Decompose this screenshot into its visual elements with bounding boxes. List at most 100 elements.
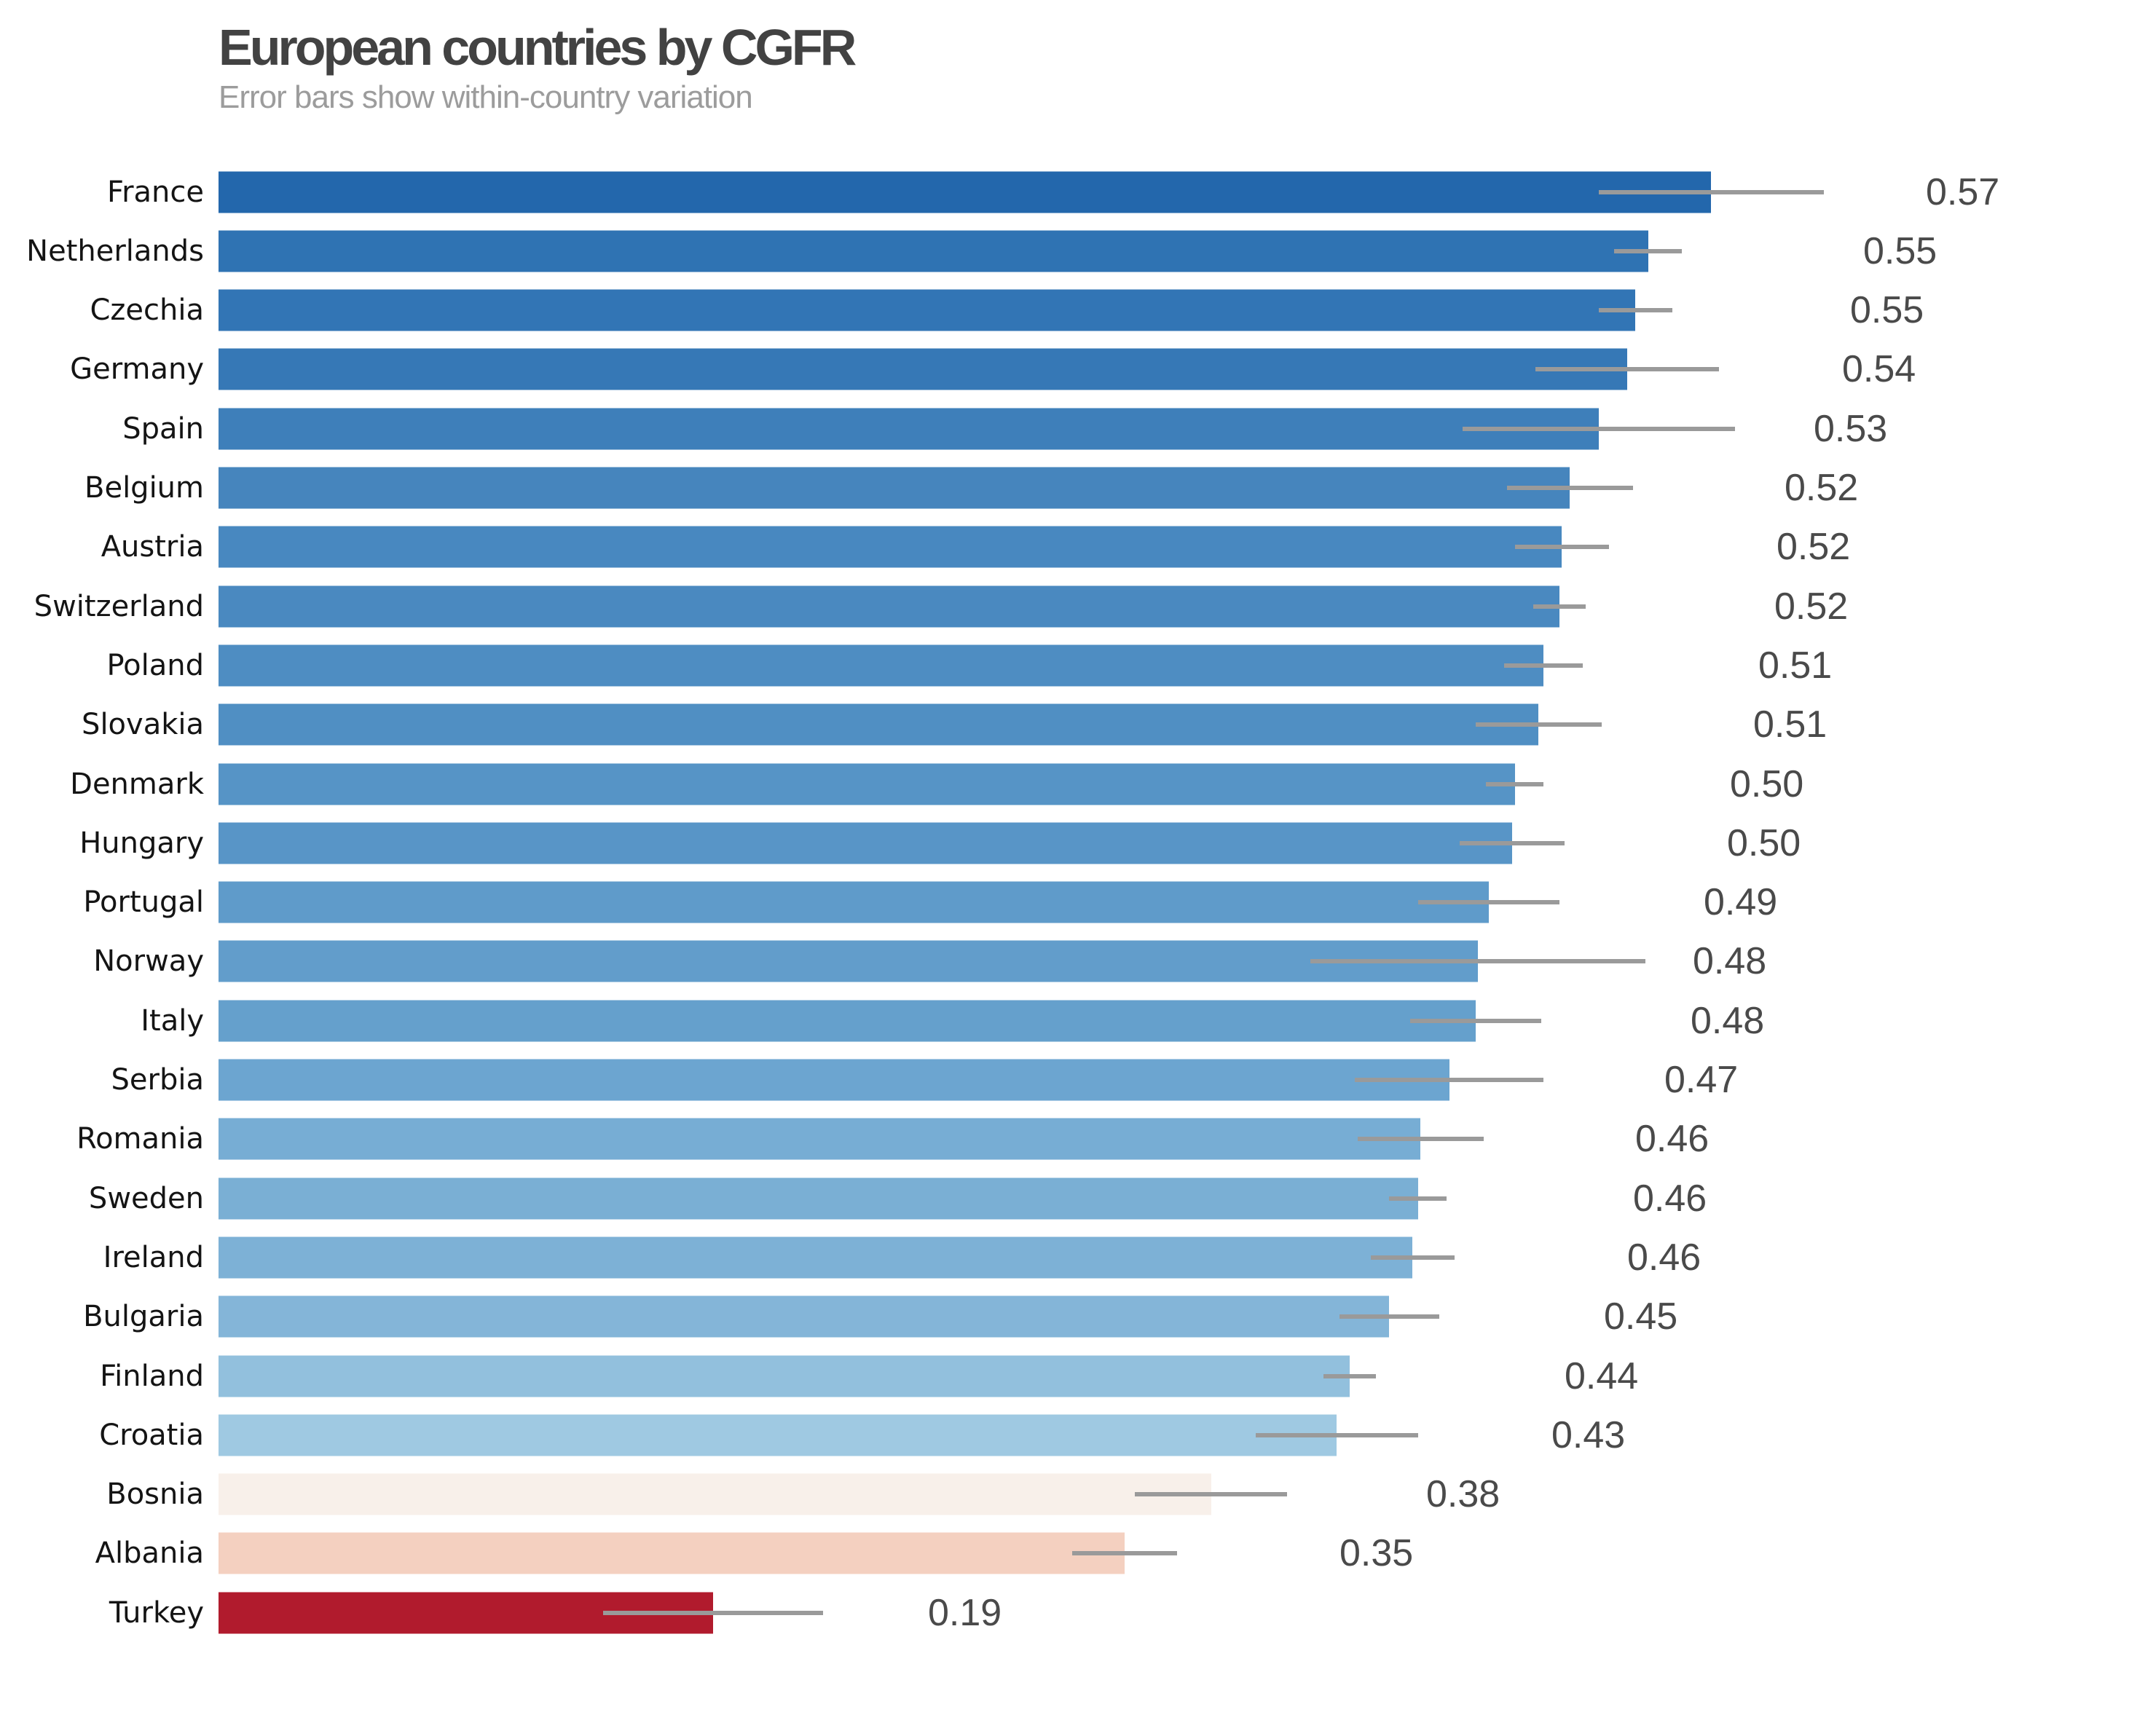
- value-label: 0.57: [1926, 170, 2000, 213]
- value-label: 0.46: [1635, 1118, 1710, 1161]
- value-label: 0.35: [1339, 1532, 1414, 1575]
- value-label: 0.52: [1785, 467, 1859, 509]
- error-bar: [1371, 1255, 1455, 1260]
- error-bar: [1072, 1551, 1177, 1556]
- value-label: 0.52: [1774, 585, 1849, 628]
- error-bar: [1310, 959, 1645, 964]
- bar-spain: [219, 408, 1599, 450]
- error-bar: [1533, 604, 1586, 609]
- bar-albania: [219, 1532, 1125, 1574]
- country-tick-label-turkey: Turkey: [109, 1595, 204, 1630]
- bar-italy: [219, 1000, 1476, 1042]
- error-bar: [1614, 248, 1682, 253]
- bar-hungary: [219, 822, 1512, 864]
- value-label: 0.48: [1691, 999, 1765, 1042]
- country-tick-label-hungary: Hungary: [79, 826, 204, 860]
- error-bar: [1256, 1432, 1418, 1437]
- value-label: 0.55: [1863, 229, 1937, 272]
- bar-slovakia: [219, 703, 1538, 746]
- country-tick-label-austria: Austria: [101, 530, 204, 564]
- value-label: 0.45: [1604, 1295, 1678, 1338]
- country-tick-label-albania: Albania: [95, 1536, 204, 1571]
- bar-ireland: [219, 1236, 1412, 1279]
- error-bar: [1599, 308, 1672, 313]
- bar-romania: [219, 1118, 1420, 1160]
- bar-austria: [219, 526, 1562, 568]
- error-bar: [1515, 545, 1609, 550]
- country-tick-label-italy: Italy: [141, 1003, 204, 1038]
- error-bar: [1358, 1137, 1484, 1142]
- country-tick-label-norway: Norway: [93, 944, 204, 979]
- value-label: 0.51: [1753, 703, 1828, 746]
- country-tick-label-denmark: Denmark: [70, 767, 204, 801]
- value-label: 0.38: [1426, 1473, 1500, 1516]
- bar-croatia: [219, 1414, 1337, 1456]
- bar-belgium: [219, 467, 1570, 509]
- bar-bulgaria: [219, 1295, 1389, 1338]
- error-bar: [1460, 840, 1565, 845]
- value-label: 0.48: [1693, 940, 1767, 983]
- value-label: 0.49: [1704, 881, 1778, 924]
- error-bar: [1355, 1078, 1543, 1082]
- error-bar: [1486, 781, 1543, 786]
- error-bar: [1135, 1492, 1287, 1497]
- value-label: 0.47: [1664, 1059, 1739, 1101]
- error-bar: [1476, 722, 1602, 727]
- country-tick-label-switzerland: Switzerland: [34, 589, 204, 623]
- value-label: 0.44: [1565, 1354, 1639, 1397]
- value-label: 0.50: [1730, 762, 1804, 805]
- value-label: 0.46: [1633, 1177, 1707, 1220]
- country-tick-label-romania: Romania: [76, 1122, 204, 1156]
- country-tick-label-spain: Spain: [122, 411, 204, 446]
- country-tick-label-belgium: Belgium: [84, 471, 204, 505]
- error-bar: [1410, 1018, 1541, 1023]
- value-label: 0.52: [1777, 526, 1851, 569]
- bar-switzerland: [219, 585, 1559, 628]
- bar-germany: [219, 348, 1627, 390]
- bar-portugal: [219, 881, 1489, 923]
- bar-czechia: [219, 289, 1635, 331]
- error-bar: [1323, 1373, 1376, 1378]
- value-label: 0.50: [1727, 821, 1801, 864]
- chart-title: European countries by CGFR: [219, 19, 857, 76]
- error-bar: [1507, 486, 1633, 490]
- bar-sweden: [219, 1177, 1418, 1220]
- country-tick-label-france: France: [106, 175, 204, 209]
- error-bar: [1599, 189, 1824, 194]
- country-tick-label-finland: Finland: [100, 1359, 204, 1393]
- country-tick-label-serbia: Serbia: [111, 1063, 204, 1097]
- error-bar: [1418, 900, 1559, 905]
- value-label: 0.53: [1814, 407, 1888, 450]
- error-bar: [1504, 663, 1583, 668]
- bar-norway: [219, 940, 1478, 982]
- error-bar: [1339, 1314, 1439, 1319]
- country-tick-label-czechia: Czechia: [90, 293, 204, 328]
- country-tick-label-slovakia: Slovakia: [82, 708, 204, 742]
- chart-subtitle: Error bars show within-country variation: [219, 79, 753, 115]
- value-label: 0.43: [1551, 1413, 1626, 1456]
- value-label: 0.19: [928, 1591, 1002, 1634]
- country-tick-label-bosnia: Bosnia: [106, 1478, 204, 1512]
- bar-denmark: [219, 763, 1515, 805]
- value-label: 0.55: [1850, 289, 1924, 332]
- country-tick-label-ireland: Ireland: [103, 1240, 204, 1274]
- bar-bosnia: [219, 1473, 1211, 1515]
- error-bar: [603, 1610, 823, 1615]
- country-tick-label-germany: Germany: [70, 352, 204, 387]
- bar-serbia: [219, 1059, 1449, 1101]
- bar-netherlands: [219, 230, 1648, 272]
- error-bar: [1389, 1196, 1447, 1201]
- error-bar: [1535, 367, 1719, 372]
- value-label: 0.46: [1627, 1236, 1701, 1279]
- country-tick-label-netherlands: Netherlands: [26, 234, 204, 268]
- country-tick-label-poland: Poland: [106, 648, 204, 682]
- error-bar: [1463, 426, 1735, 431]
- value-label: 0.54: [1842, 348, 1916, 391]
- bar-poland: [219, 644, 1543, 687]
- value-label: 0.51: [1758, 644, 1833, 687]
- bar-finland: [219, 1355, 1350, 1397]
- country-tick-label-portugal: Portugal: [83, 885, 204, 920]
- country-tick-label-bulgaria: Bulgaria: [83, 1300, 204, 1334]
- bar-france: [219, 171, 1711, 213]
